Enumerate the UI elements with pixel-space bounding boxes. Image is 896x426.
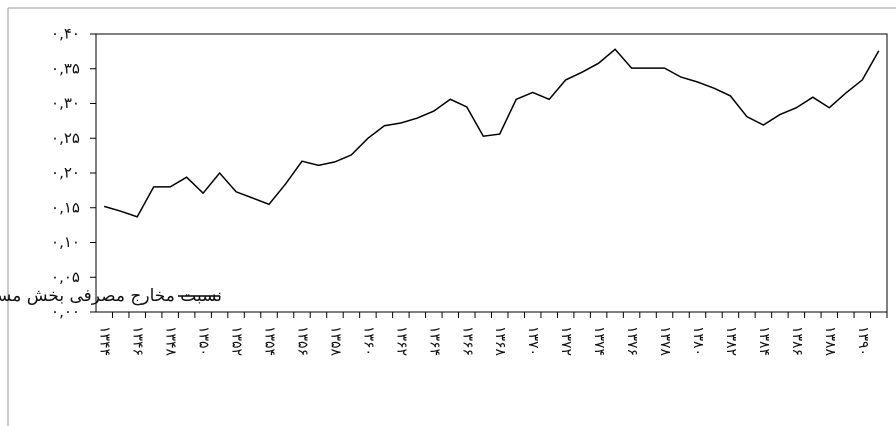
x-tick-label: ۱۳۶۲ bbox=[393, 326, 409, 356]
x-tick-label: ۱۳۴۶ bbox=[130, 326, 146, 356]
legend-label: نسبت مخارج مصرفی بخش مسکن به.. bbox=[0, 286, 222, 306]
x-tick-label: ۱۳۵۶ bbox=[294, 326, 310, 356]
x-tick-label: ۱۳۷۸ bbox=[657, 326, 673, 357]
y-tick-label: ۰,۱۵ bbox=[51, 198, 80, 216]
y-tick-label: ۰,۳۰ bbox=[51, 94, 80, 112]
x-tick-label: ۱۳۶۴ bbox=[426, 326, 442, 356]
x-tick-label: ۱۳۶۰ bbox=[360, 326, 376, 356]
y-tick-label: ۰,۲۰ bbox=[51, 164, 80, 182]
x-tick-label: ۱۳۸۶ bbox=[789, 326, 805, 356]
x-tick-label: ۱۳۴۴ bbox=[97, 326, 113, 356]
x-tick-label: ۱۳۵۴ bbox=[262, 326, 278, 356]
data-line bbox=[103, 48, 880, 218]
y-tick-label: ۰,۰۰ bbox=[51, 303, 80, 321]
x-tick-label: ۱۳۷۲ bbox=[558, 326, 574, 356]
y-tick-label: ۰,۱۰ bbox=[51, 233, 80, 251]
x-tick-label: ۱۳۵۰ bbox=[196, 326, 212, 356]
x-tick-label: ۱۳۸۰ bbox=[690, 326, 706, 356]
y-tick-label: ۰,۰۵ bbox=[51, 268, 80, 286]
plot-area bbox=[95, 33, 888, 313]
x-tick-label: ۱۳۷۶ bbox=[624, 326, 640, 356]
x-tick-label: ۱۳۸۴ bbox=[756, 326, 772, 356]
y-tick-label: ۰,۲۵ bbox=[51, 129, 80, 147]
x-tick-label: ۱۳۸۲ bbox=[723, 326, 739, 356]
x-tick-label: ۱۳۵۲ bbox=[229, 326, 245, 356]
x-tick-label: ۱۳۹۰ bbox=[855, 326, 871, 356]
x-tick-label: ۱۳۷۰ bbox=[525, 326, 541, 356]
y-tick-label: ۰,۴۰ bbox=[51, 25, 80, 43]
x-tick-label: ۱۳۶۸ bbox=[492, 326, 508, 357]
y-tick-label: ۰,۳۵ bbox=[51, 59, 80, 77]
x-tick-label: ۱۳۵۸ bbox=[327, 326, 343, 357]
x-tick-label: ۱۳۸۸ bbox=[822, 326, 838, 357]
x-tick-label: ۱۳۷۴ bbox=[591, 326, 607, 356]
x-tick-label: ۱۳۶۶ bbox=[459, 326, 475, 356]
x-tick-label: ۱۳۴۸ bbox=[163, 326, 179, 357]
